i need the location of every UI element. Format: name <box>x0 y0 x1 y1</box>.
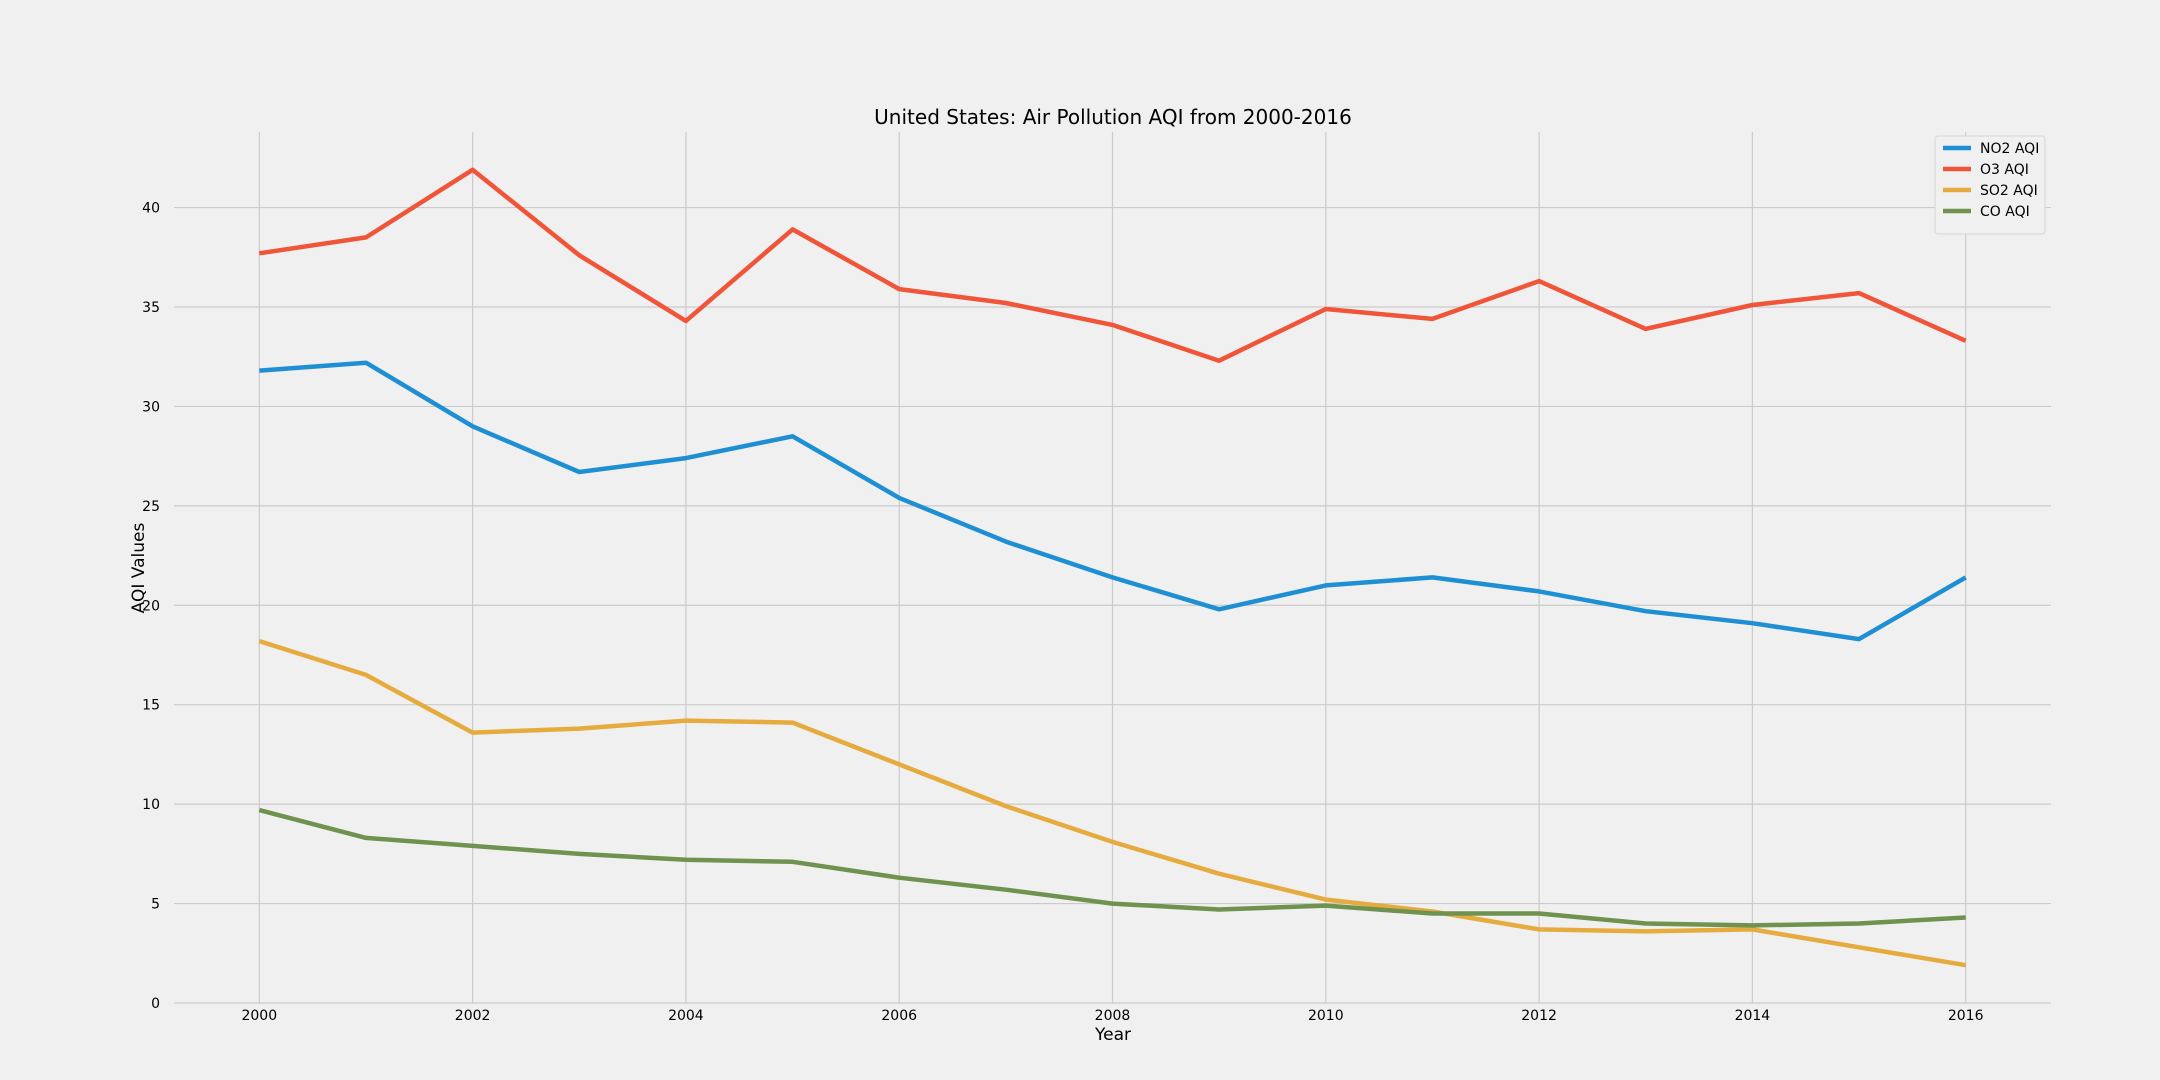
x-tick-label: 2000 <box>241 1008 277 1024</box>
y-axis-ticks: 0 5 10 15 20 25 30 35 40 <box>142 201 160 1012</box>
series-line-o3-aqi <box>258 167 1967 363</box>
legend-label: O3 AQI <box>1980 162 2029 178</box>
y-tick-label: 30 <box>142 399 160 415</box>
y-tick-label: 35 <box>142 300 160 316</box>
y-tick-label: 10 <box>142 797 160 813</box>
x-tick-label: 2010 <box>1308 1008 1344 1024</box>
series-line-no2-aqi <box>259 360 1967 642</box>
y-tick-label: 25 <box>142 499 160 515</box>
y-tick-label: 40 <box>142 201 160 217</box>
series-line-so2-aqi <box>258 638 1967 968</box>
y-tick-label: 15 <box>142 698 160 714</box>
x-tick-label: 2004 <box>668 1008 704 1024</box>
legend-label: SO2 AQI <box>1980 183 2038 199</box>
legend-label: NO2 AQI <box>1980 141 2039 157</box>
x-tick-label: 2008 <box>1095 1008 1131 1024</box>
y-tick-label: 0 <box>151 996 160 1012</box>
x-axis-label: Year <box>1094 1025 1131 1045</box>
legend: NO2 AQI O3 AQI SO2 AQI CO AQI <box>1934 135 2046 235</box>
x-axis-ticks: 2000 2002 2004 2006 2008 2010 2012 2014 2016 <box>241 1008 1983 1024</box>
y-tick-label: 5 <box>151 897 160 913</box>
series-lines <box>258 167 1967 968</box>
chart-title: United States: Air Pollution AQI from 20… <box>874 105 1352 129</box>
y-axis-label: AQI Values <box>129 523 149 614</box>
x-tick-label: 2014 <box>1735 1008 1771 1024</box>
x-tick-label: 2016 <box>1948 1008 1984 1024</box>
x-tick-label: 2002 <box>455 1008 491 1024</box>
legend-label: CO AQI <box>1980 204 2030 220</box>
x-tick-label: 2006 <box>881 1008 917 1024</box>
y-tick-label: 20 <box>142 598 160 614</box>
grid <box>174 132 2051 1004</box>
series-line-co-aqi <box>258 807 1966 928</box>
x-tick-label: 2012 <box>1521 1008 1557 1024</box>
